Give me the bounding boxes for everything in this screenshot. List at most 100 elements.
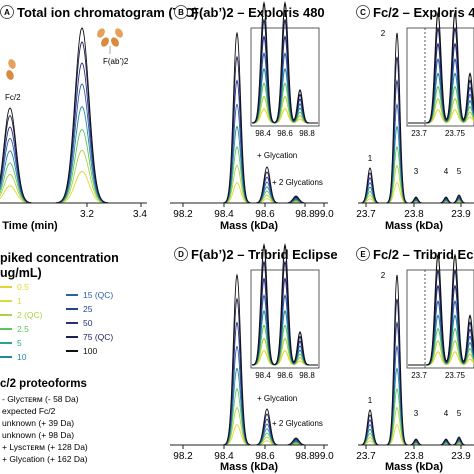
proteoform-label: unknown (+ 98 Da): [2, 430, 74, 440]
inset-trace: [251, 243, 318, 366]
panel-d-annotation-2-glycations: + 2 Glycations: [272, 419, 323, 428]
panel-e-badge: E: [356, 247, 370, 261]
peak-number-label: 3: [414, 167, 419, 176]
panel-b: B F(ab’)2 – Exploris 480 98.4 98.6 98.8 98…: [170, 1, 334, 232]
legend-proteoforms-title: c/2 proteoforms: [0, 378, 87, 390]
panel-b-x-label: Mass (kDa): [220, 220, 278, 232]
panel-a-tick-label: 3.2: [80, 209, 94, 220]
panel-e: E Fc/2 – Tribrid Eclipse 23.723.75 23.72…: [356, 247, 474, 473]
peak-number-label: 5: [457, 409, 462, 418]
tick-label: 98.6: [255, 451, 275, 462]
legend-label: 100: [83, 346, 97, 356]
panel-d-badge: D: [174, 247, 188, 261]
tick-label: 98.2: [173, 209, 193, 220]
panel-e-ticks: 23.7 23.8 23.9: [356, 445, 471, 462]
panel-d-x-label: Mass (kDa): [220, 461, 278, 473]
svg-text:D: D: [178, 250, 184, 259]
panel-a-title: Total ion chromatogram (TIC): [17, 5, 198, 20]
panel-b-inset: 98.4 98.6 98.8: [250, 1, 320, 138]
inset-trace: [251, 1, 318, 124]
svg-text:A: A: [4, 8, 10, 17]
tic-trace: [0, 83, 147, 204]
panel-a: A Total ion chromatogram (TIC) 3.2 3.4 T…: [0, 5, 198, 232]
tick-label: 23.7: [356, 209, 376, 220]
inset-tick-label: 98.4: [255, 371, 271, 380]
svg-text:B: B: [178, 8, 184, 17]
legend-label: 1: [17, 296, 22, 306]
fab2-molecule-icon: [97, 28, 123, 54]
panel-b-annotation-2-glycations: + 2 Glycations: [272, 178, 323, 187]
spectrum-trace: [172, 146, 326, 204]
proteoform-label: unknown (+ 39 Da): [2, 418, 74, 428]
tick-label: 23.9: [451, 451, 471, 462]
panel-c-title: Fc/2 – Exploris 480: [373, 5, 474, 20]
legend-label: 10: [17, 352, 27, 362]
panel-b-annotation-glycation: + Glycation: [257, 151, 297, 160]
tick-label: 23.7: [356, 451, 376, 462]
panel-b-badge: B: [174, 5, 188, 19]
tick-label: 99.0: [314, 209, 334, 220]
panel-e-inset: 23.7 23.75: [406, 253, 474, 380]
inset-tick-label: 23.75: [445, 129, 466, 138]
panel-c-badge: C: [356, 5, 370, 19]
legend-label: 5: [17, 338, 22, 348]
svg-text:E: E: [360, 250, 366, 259]
peak-number-label: 5: [457, 167, 462, 176]
tick-label: 23.8: [404, 209, 424, 220]
legend-label: 75 (QC): [83, 332, 113, 342]
panel-a-x-label: Time (min): [2, 220, 58, 232]
panel-c-peak-labels: 1 2 3 4 5: [368, 29, 462, 176]
peak-number-label: 4: [444, 409, 449, 418]
legend-label: 0.5: [17, 282, 29, 292]
proteoform-label: - Glyᴄᴛᴇʀᴍ (- 58 Da): [2, 394, 79, 404]
peak-number-label: 4: [444, 167, 449, 176]
panel-e-x-label: Mass (kDa): [385, 461, 443, 473]
panel-e-title: Fc/2 – Tribrid Eclipse: [373, 247, 474, 262]
legend-concentration-items: 0.5 1 2 (QC) 2.5 5 10 15 (QC) 25 50 75 (QC) 100: [0, 282, 113, 362]
tick-label: 98.4: [214, 209, 234, 220]
legend-label: 25: [83, 304, 93, 314]
panel-d-ticks: 98.2 98.4 98.6 98.8 99.0: [173, 445, 334, 462]
panel-a-peak-label-fab2: F(ab’)2: [103, 57, 129, 66]
panel-a-traces: [0, 27, 147, 204]
legend-label: 2.5: [17, 324, 29, 334]
panel-d-inset: 98.4 98.6 98.8: [250, 243, 320, 380]
tick-label: 98.2: [173, 451, 193, 462]
peak-number-label: 2: [381, 29, 386, 38]
panel-a-tick-label: 3.4: [133, 209, 147, 220]
legend-concentration-title: ug/mL): [0, 266, 42, 280]
inset-tick-label: 98.6: [277, 129, 293, 138]
peak-number-label: 1: [368, 396, 373, 405]
legend-proteoforms-items: - Glyᴄᴛᴇʀᴍ (- 58 Da) expected Fc/2 unknown…: [2, 394, 88, 464]
legend-concentration-title: piked concentration: [0, 251, 119, 265]
svg-text:C: C: [360, 8, 366, 17]
legend-label: 50: [83, 318, 93, 328]
panel-c-inset: 23.7 23.75: [406, 11, 474, 138]
panel-c: C Fc/2 – Exploris 480 23.7 23.75 23.7 23.8…: [356, 5, 474, 232]
inset-tick-label: 98.8: [299, 129, 315, 138]
panel-d-annotation-glycation: + Glycation: [257, 394, 297, 403]
inset-trace: [408, 11, 474, 124]
panel-b-ticks: 98.2 98.4 98.6 98.8 99.0: [173, 203, 334, 220]
tick-label: 23.9: [451, 209, 471, 220]
inset-trace: [408, 253, 474, 366]
tick-label: 98.8: [295, 451, 315, 462]
legend-proteoforms: c/2 proteoforms - Glyᴄᴛᴇʀᴍ (- 58 Da) expe…: [0, 378, 88, 464]
tick-label: 98.4: [214, 451, 234, 462]
inset-tick-label: 23.7: [411, 371, 427, 380]
inset-tick-label: 98.6: [277, 371, 293, 380]
tick-label: 99.0: [314, 451, 334, 462]
proteoform-label: + Lysᴄᴛᴇʀᴍ (+ 128 Da): [2, 442, 88, 452]
panel-c-ticks: 23.7 23.8 23.9: [356, 203, 471, 220]
proteoform-label: + Glycation (+ 162 Da): [2, 454, 88, 464]
peak-number-label: 1: [368, 154, 373, 163]
panel-c-x-label: Mass (kDa): [385, 220, 443, 232]
panel-b-title: F(ab’)2 – Exploris 480: [191, 5, 325, 20]
tick-label: 98.6: [255, 209, 275, 220]
legend-label: 2 (QC): [17, 310, 43, 320]
spectrum-trace: [172, 388, 326, 446]
peak-number-label: 2: [381, 271, 386, 280]
tick-label: 23.8: [404, 451, 424, 462]
tic-trace: [0, 62, 147, 204]
